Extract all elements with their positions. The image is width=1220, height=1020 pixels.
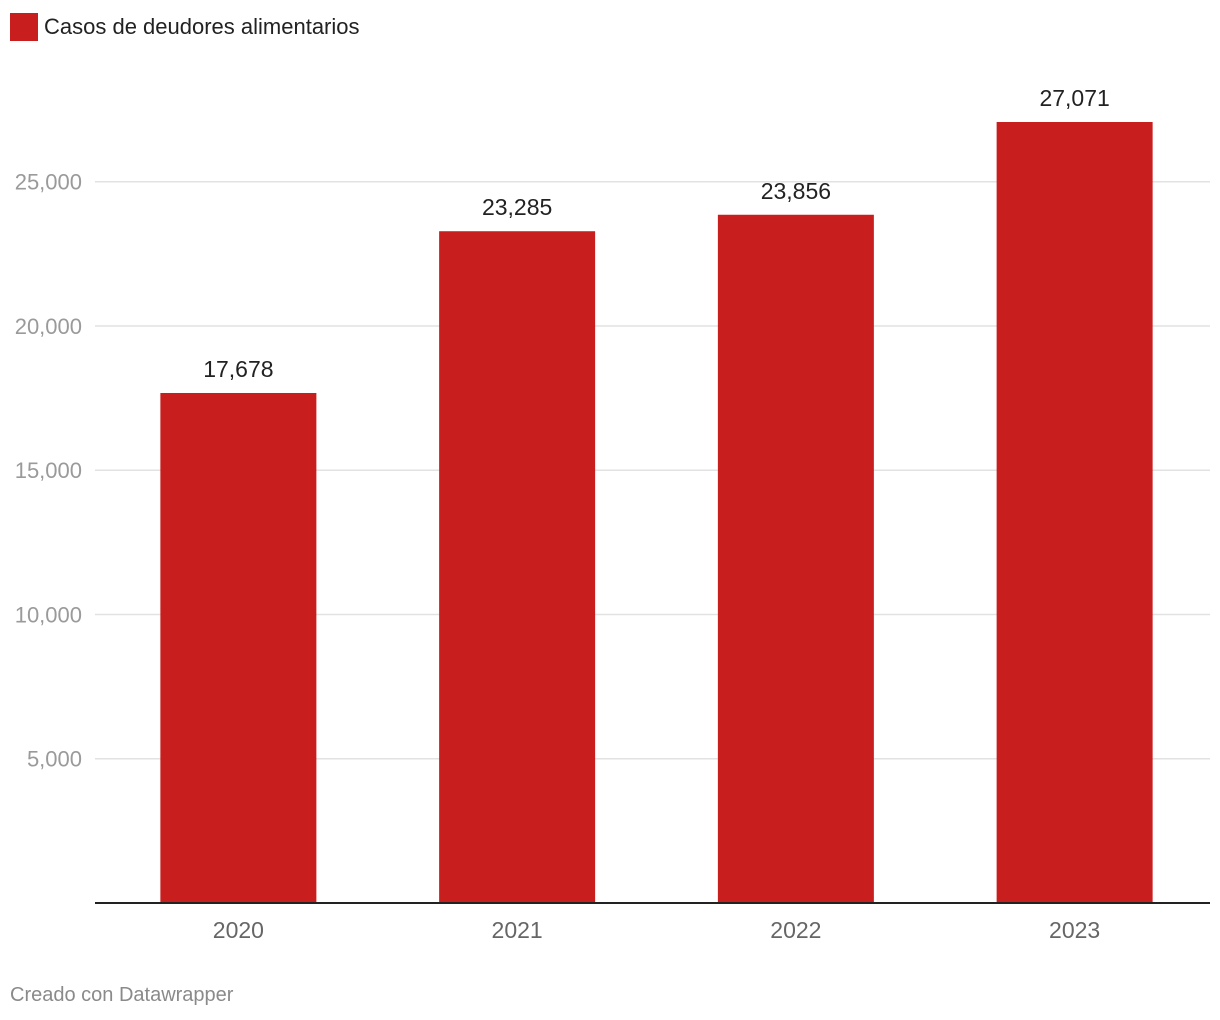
y-tick-label: 15,000	[15, 458, 82, 483]
y-tick-label: 10,000	[15, 602, 82, 627]
bar	[717, 214, 874, 904]
bar-value-label: 27,071	[1039, 85, 1109, 111]
legend-label: Casos de deudores alimentarios	[44, 14, 360, 39]
y-tick-label: 5,000	[27, 747, 82, 772]
x-tick-label: 2023	[1049, 917, 1100, 943]
bar-value-label: 17,678	[203, 356, 273, 382]
x-tick-label: 2022	[770, 917, 821, 943]
bar	[996, 122, 1153, 903]
bar-value-label: 23,285	[482, 194, 552, 220]
bar	[439, 231, 596, 904]
footer-credit: Creado con Datawrapper	[10, 984, 234, 1006]
y-tick-label: 20,000	[15, 314, 82, 339]
legend-swatch	[10, 13, 38, 41]
legend: Casos de deudores alimentarios	[10, 12, 360, 42]
x-tick-label: 2020	[213, 917, 264, 943]
bar-value-label: 23,856	[761, 178, 831, 204]
x-tick-label: 2021	[492, 917, 543, 943]
y-tick-label: 25,000	[15, 170, 82, 195]
bar	[160, 392, 317, 903]
